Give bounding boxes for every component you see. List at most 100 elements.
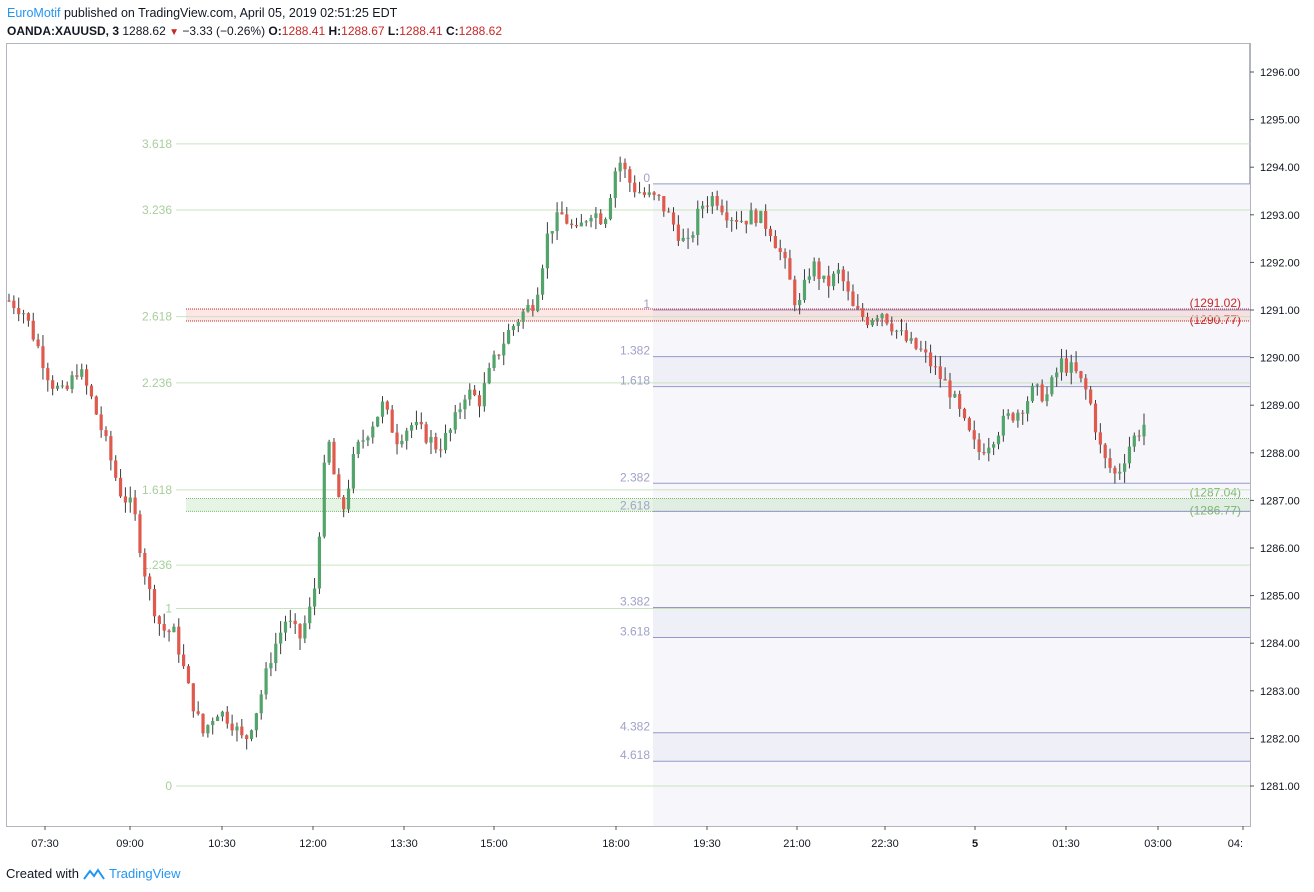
candle-body: [633, 182, 637, 193]
candle-body: [279, 632, 283, 644]
candle-body: [681, 237, 685, 241]
candle-body: [1098, 432, 1102, 445]
publish-line: EuroMotif published on TradingView.com, …: [7, 5, 502, 21]
candle-body: [958, 393, 962, 409]
candle-body: [589, 217, 593, 222]
candle-body: [667, 211, 671, 213]
candle-body: [26, 313, 31, 321]
candle-body: [371, 426, 375, 438]
candle-body: [511, 325, 516, 331]
candle-body: [133, 497, 137, 515]
fib-left-label: 2.618: [142, 310, 172, 324]
candle-body: [570, 223, 574, 225]
candle-body: [1006, 413, 1010, 416]
candle-body: [414, 421, 419, 426]
fib-right-label: 3.382: [620, 595, 650, 609]
down-arrow-icon: ▼: [169, 27, 179, 38]
candle-body: [875, 318, 879, 321]
candle-body: [80, 369, 84, 377]
fib-left-label: 0: [165, 779, 172, 793]
y-tick-label: 1292.00: [1260, 257, 1300, 269]
candle-body: [405, 430, 409, 441]
candle-body: [274, 643, 278, 664]
candle-body: [506, 330, 511, 344]
candle-body: [807, 276, 811, 280]
candle-body: [827, 275, 831, 287]
tradingview-logo-text[interactable]: TradingView: [108, 866, 181, 881]
candle-body: [55, 385, 60, 389]
candle-body: [443, 432, 448, 451]
candle-body: [395, 432, 399, 445]
candle-body: [60, 385, 64, 387]
candle-body: [409, 425, 414, 431]
candle-body: [434, 436, 438, 450]
candle-body: [555, 212, 559, 232]
candle-body: [584, 221, 588, 223]
candle-body: [312, 588, 317, 607]
candle-body: [448, 429, 452, 433]
candle-body: [967, 418, 971, 431]
close-value: 1288.62: [458, 24, 503, 38]
candle-body: [1113, 467, 1117, 474]
candle-body: [288, 620, 292, 622]
candle-body: [114, 460, 118, 478]
candle-body: [652, 192, 656, 195]
price-axis[interactable]: [1250, 43, 1314, 827]
candle-body: [162, 624, 166, 631]
candle-body: [31, 320, 35, 340]
candle-body: [759, 211, 763, 223]
candle-body: [1069, 362, 1073, 373]
candle-body: [992, 444, 996, 448]
candle-body: [1093, 403, 1098, 433]
candle-body: [123, 496, 128, 503]
x-tick-label: 04:: [1228, 838, 1243, 850]
x-tick-label: 22:30: [871, 838, 899, 850]
fib-right-label: 2.382: [620, 470, 650, 484]
candle-body: [254, 713, 258, 731]
candle-body: [143, 552, 147, 577]
candle-body: [439, 449, 443, 451]
candle-body: [783, 251, 787, 259]
candle-body: [1064, 358, 1068, 373]
candle-body: [1122, 463, 1127, 472]
candle-body: [385, 401, 389, 410]
fib-left-label: 1.618: [142, 483, 172, 497]
candle-body: [380, 401, 385, 417]
candle-body: [497, 354, 501, 356]
candle-body: [725, 212, 729, 221]
created-with-label: Created with: [6, 866, 79, 881]
y-tick-label: 1284.00: [1260, 638, 1300, 650]
candle-body: [477, 395, 482, 407]
candle-body: [953, 393, 957, 398]
resistance-zone: [186, 309, 1250, 321]
candle-body: [429, 436, 433, 443]
low-value: 1288.41: [399, 24, 443, 38]
y-tick-label: 1288.00: [1260, 448, 1300, 460]
candle-body: [1118, 471, 1122, 474]
y-tick-label: 1290.00: [1260, 353, 1300, 365]
y-tick-label: 1296.00: [1260, 67, 1300, 79]
candle-body: [12, 300, 16, 309]
candle-body: [812, 261, 816, 277]
candle-body: [637, 192, 642, 194]
candle-body: [730, 220, 734, 222]
candle-body: [686, 237, 690, 239]
author-link[interactable]: EuroMotif: [7, 6, 61, 20]
x-tick-label: 13:30: [390, 838, 418, 850]
candle-body: [676, 224, 680, 241]
candle-body: [691, 235, 695, 238]
candle-body: [249, 730, 254, 739]
candle-body: [846, 281, 850, 292]
x-tick-label: 21:00: [783, 838, 811, 850]
candle-body: [773, 235, 777, 249]
candle-body: [211, 721, 215, 726]
fib-right-label: 1.618: [620, 374, 650, 388]
candle-body: [531, 305, 535, 312]
x-tick-label: 15:00: [480, 838, 508, 850]
candle-body: [560, 212, 564, 215]
candle-body: [696, 208, 700, 236]
candle-body: [1040, 384, 1044, 402]
candle-body: [802, 279, 807, 300]
candle-body: [17, 308, 21, 315]
